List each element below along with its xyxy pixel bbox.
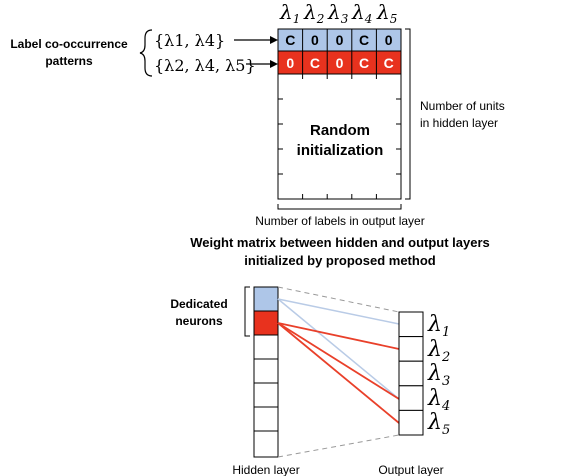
output-layer-label: Output layer — [378, 463, 443, 476]
output-neuron-2 — [399, 337, 423, 362]
row2-cell-4: C — [359, 55, 369, 71]
row1-cell-3: 0 — [336, 32, 344, 48]
output-lambda-1: λ1 — [427, 312, 450, 340]
connections-row2 — [278, 323, 399, 423]
random-init-label: Random initialization — [297, 122, 384, 159]
output-lambda-3: λ3 — [427, 361, 450, 389]
svg-text:neurons: neurons — [175, 314, 223, 328]
hidden-neuron-7 — [254, 431, 278, 457]
output-labels-bracket — [278, 204, 401, 209]
hidden-neuron-1 — [254, 287, 278, 311]
output-neuron-3 — [399, 361, 423, 386]
connections-row1 — [278, 299, 399, 399]
svg-text:Random: Random — [310, 122, 370, 139]
row2-cell-1: 0 — [286, 55, 294, 71]
hidden-neuron-3 — [254, 335, 278, 359]
lambda-header-4: λ4 — [351, 0, 372, 26]
connection-h1-o1 — [278, 299, 399, 324]
num-units-label: Number of units in hidden layer — [420, 99, 505, 130]
row1-cell-5: 0 — [385, 32, 393, 48]
svg-text:Label co-occurrence: Label co-occurrence — [10, 37, 128, 51]
dedicated-neurons-label: Dedicated neurons — [170, 297, 227, 328]
row1-cell-2: 0 — [311, 32, 319, 48]
connection-h2-o4 — [278, 323, 399, 399]
row2-cell-2: C — [310, 55, 320, 71]
pattern-curly-brace — [140, 30, 152, 76]
lambda-header-2: λ2 — [303, 0, 324, 26]
output-neuron-4 — [399, 386, 423, 411]
output-layer — [399, 312, 423, 435]
connection-h1-o4 — [278, 299, 399, 399]
hidden-neuron-6 — [254, 407, 278, 431]
row1-cell-1: C — [285, 32, 295, 48]
pattern2-set: {λ2, λ4, λ5} — [154, 56, 256, 75]
svg-text:Number of units: Number of units — [420, 99, 505, 113]
lambda-header-5: λ5 — [376, 0, 397, 26]
hidden-units-bracket — [405, 29, 410, 199]
label-cooccurrence-label: Label co-occurrence patterns — [10, 37, 128, 68]
output-lambda-5: λ5 — [427, 410, 450, 438]
row2-cell-5: C — [384, 55, 394, 71]
svg-text:initialized by proposed method: initialized by proposed method — [244, 253, 435, 268]
svg-text:Dedicated: Dedicated — [170, 297, 227, 311]
svg-text:in hidden layer: in hidden layer — [420, 116, 498, 130]
svg-text:patterns: patterns — [45, 54, 93, 68]
hidden-layer-label: Hidden layer — [232, 463, 299, 476]
connection-h2-o2 — [278, 323, 399, 349]
row2-cell-3: 0 — [336, 55, 344, 71]
hidden-neuron-5 — [254, 383, 278, 407]
hidden-neuron-2 — [254, 311, 278, 335]
hidden-layer — [254, 287, 278, 457]
output-neuron-1 — [399, 312, 423, 337]
num-labels-label: Number of labels in output layer — [255, 214, 424, 228]
output-neuron-5 — [399, 410, 423, 435]
output-lambdas: λ1 λ2 λ3 λ4 λ5 — [427, 312, 450, 438]
svg-text:Weight matrix between hidden a: Weight matrix between hidden and output … — [190, 235, 490, 250]
hidden-neuron-4 — [254, 359, 278, 383]
lambda-header-3: λ3 — [327, 0, 349, 26]
connection-h2-o5 — [278, 323, 399, 423]
row1-cell-4: C — [359, 32, 369, 48]
lambda-header-1: λ1 — [279, 0, 300, 26]
diagram-title: Weight matrix between hidden and output … — [190, 235, 490, 268]
pattern1-set: {λ1, λ4} — [154, 31, 225, 50]
weight-matrix: C 0 0 C 0 0 C 0 C C Random initializatio… — [278, 29, 401, 199]
dedicated-bracket — [245, 287, 250, 336]
lambda-headers: λ1 λ2 λ3 λ4 λ5 — [279, 0, 397, 26]
svg-text:initialization: initialization — [297, 142, 384, 159]
